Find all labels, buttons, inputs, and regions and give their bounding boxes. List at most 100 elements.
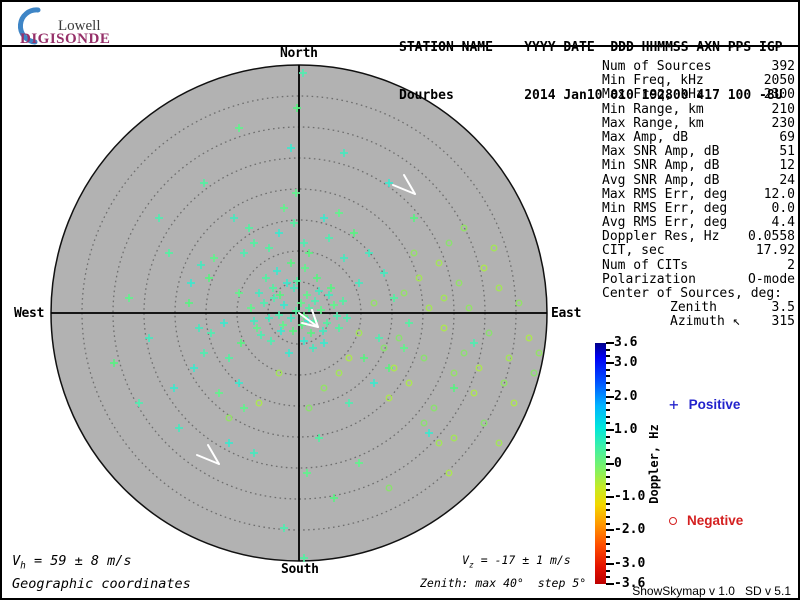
source-point-positive (230, 214, 238, 222)
source-point-positive (250, 239, 258, 247)
drift-direction-arrow (311, 309, 319, 328)
source-point-positive (247, 304, 255, 312)
colorbar-tick-label: 3.0 (614, 355, 638, 371)
stats-value: 51 (779, 144, 795, 160)
source-point-positive (303, 469, 311, 477)
source-point-negative (415, 274, 423, 282)
source-point-positive (450, 384, 458, 392)
drift-direction-arrow (392, 184, 416, 195)
source-point-negative (465, 304, 473, 312)
header-columns: STATION NAME YYYY DATE DDD HHMMSS AXN PP… (399, 40, 783, 55)
source-point-positive (235, 379, 243, 387)
source-point-negative (515, 299, 523, 307)
stats-label: Min SNR Amp, dB (602, 158, 720, 174)
stats-row: Min Range, km 210 (602, 101, 795, 117)
source-point-positive (267, 337, 275, 345)
source-point-positive (297, 299, 305, 307)
source-point-positive (327, 284, 335, 292)
stats-label: Max RMS Err, deg (602, 186, 728, 202)
stats-value: 0.0558 (748, 229, 795, 245)
stats-label: Min Freq, kHz (602, 73, 704, 89)
doppler-colorbar (595, 343, 606, 584)
source-point-negative (385, 484, 393, 492)
stats-value: 69 (779, 129, 795, 145)
source-point-positive (125, 294, 133, 302)
source-point-positive (287, 144, 295, 152)
source-point-positive (293, 277, 301, 285)
stats-label: Min RMS Err, deg (602, 200, 728, 216)
source-point-negative (370, 299, 378, 307)
colorbar-minor-tick (606, 475, 610, 478)
source-point-positive (265, 314, 273, 322)
source-point-positive (325, 234, 333, 242)
source-point-negative (435, 439, 443, 447)
colorbar-major-tick (606, 429, 614, 432)
colorbar-tick-label: 1.0 (614, 422, 638, 438)
source-point-positive (305, 249, 313, 257)
source-point-positive (235, 124, 243, 132)
source-point-positive (317, 306, 325, 314)
stats-value: 210 (771, 101, 795, 117)
compass-label-south: South (281, 562, 319, 577)
source-point-negative (500, 379, 508, 387)
drift-direction-arrow (207, 444, 220, 465)
source-point-negative (305, 404, 313, 412)
source-point-negative (525, 334, 533, 342)
source-point-positive (257, 331, 265, 339)
compass-label-east: East (551, 306, 582, 321)
source-point-positive (200, 349, 208, 357)
source-point-positive (339, 297, 347, 305)
stats-label: Max Freq, kHz (602, 87, 704, 103)
source-point-positive (303, 291, 311, 299)
source-point-positive (307, 329, 315, 337)
source-point-positive (197, 261, 205, 269)
colorbar-minor-tick (606, 455, 610, 458)
source-point-negative (490, 244, 498, 252)
source-point-negative (450, 434, 458, 442)
source-point-negative (410, 249, 418, 257)
stats-row: Min SNR Amp, dB 12 (602, 159, 795, 173)
source-point-negative (535, 349, 543, 357)
colorbar-minor-tick (606, 569, 610, 572)
colorbar-minor-tick (606, 509, 610, 512)
crescent-icon (18, 7, 41, 45)
stats-value: 2 (787, 257, 795, 273)
source-point-positive (210, 254, 218, 262)
source-point-positive (319, 327, 327, 335)
colorbar-minor-tick (606, 549, 610, 552)
colorbar-tick-label: -2.0 (614, 522, 646, 538)
source-point-positive (375, 334, 383, 342)
source-point-negative (450, 369, 458, 377)
source-point-positive (370, 379, 378, 387)
source-point-positive (330, 494, 338, 502)
source-point-positive (175, 424, 183, 432)
source-point-positive (170, 384, 178, 392)
stats-label: Polarization (602, 271, 696, 287)
drift-direction-arrow (301, 322, 319, 328)
colorbar-minor-tick (606, 388, 610, 391)
source-point-positive (200, 179, 208, 187)
source-point-positive (315, 434, 323, 442)
source-point-negative (445, 239, 453, 247)
source-point-positive (400, 344, 408, 352)
source-point-negative (495, 284, 503, 292)
logo-lowell-text: Lowell (58, 18, 101, 34)
colorbar-minor-tick (606, 368, 610, 371)
source-point-positive (330, 301, 338, 309)
source-point-positive (225, 354, 233, 362)
logo-digisonde-text: DIGISONDE (20, 31, 111, 47)
stats-value: 315 (771, 314, 795, 330)
source-point-positive (405, 319, 413, 327)
stats-row: Center of Sources, deg: (602, 286, 795, 301)
drift-direction-arrow (196, 454, 220, 465)
legend-negative-label: Negative (687, 513, 744, 528)
source-point-positive (380, 269, 388, 277)
stats-row: Min Freq, kHz 2050 (602, 73, 795, 89)
colorbar-tick-label: 3.6 (614, 335, 638, 350)
stats-value: 2050 (763, 73, 795, 89)
source-point-positive (220, 319, 228, 327)
colorbar-major-tick (606, 362, 614, 365)
stats-row: Max Range, km 230 (602, 116, 795, 131)
stats-label: Center of Sources, deg: (602, 286, 783, 301)
stats-label: Doppler Res, Hz (602, 229, 720, 245)
